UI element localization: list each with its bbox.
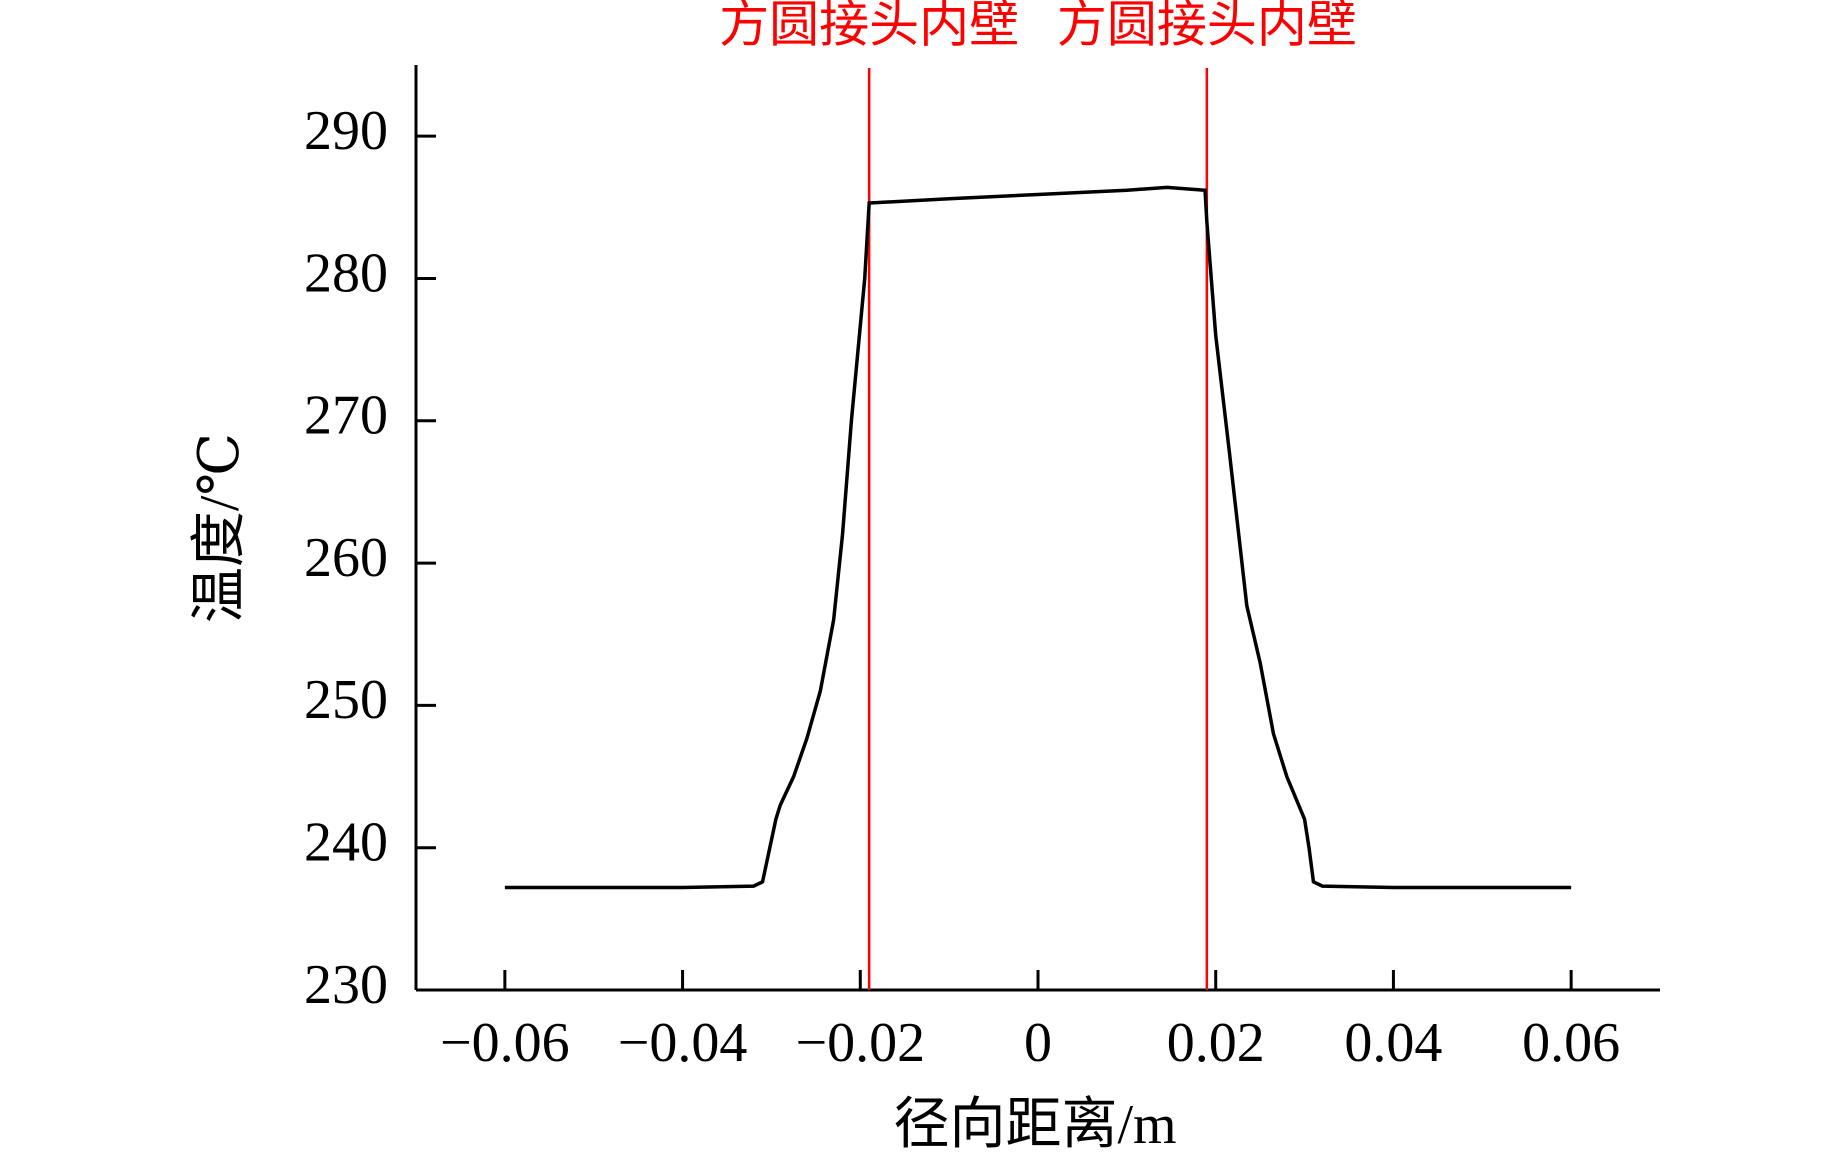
y-axis-label: 温度/℃	[189, 433, 251, 623]
y-tick-label: 280	[304, 242, 388, 304]
annotation: 方圆接头内壁	[1057, 0, 1357, 52]
y-tick-label: 270	[304, 385, 388, 447]
x-tick-label: 0.02	[1167, 1012, 1265, 1074]
y-tick-label: 230	[304, 954, 388, 1016]
x-tick-label: 0	[1024, 1012, 1052, 1074]
x-tick-label: −0.06	[440, 1012, 570, 1074]
annotation: 方圆接头内壁	[719, 0, 1019, 52]
y-tick-label: 290	[304, 100, 388, 162]
y-tick-label: 250	[304, 669, 388, 731]
data-line	[504, 185, 1572, 890]
x-tick-label: −0.04	[618, 1012, 748, 1074]
y-tick-label: 240	[304, 812, 388, 874]
y-tick-label: 260	[304, 527, 388, 589]
x-axis-label: 径向距离/m	[893, 1094, 1176, 1156]
x-tick-label: 0.04	[1344, 1012, 1442, 1074]
x-tick-label: 0.06	[1522, 1012, 1620, 1074]
x-tick-label: −0.02	[795, 1012, 925, 1074]
